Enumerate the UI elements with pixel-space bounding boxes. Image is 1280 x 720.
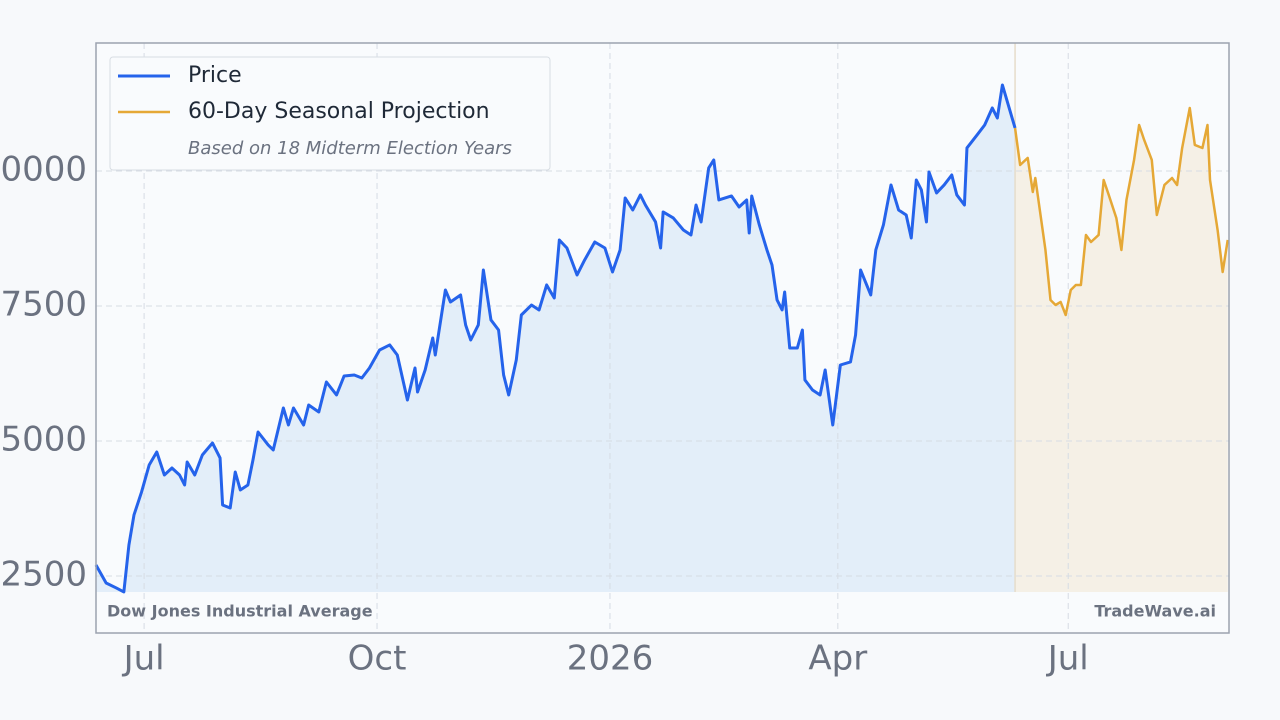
y-tick-label: 42500 — [0, 554, 87, 594]
footer-right: TradeWave.ai — [1094, 602, 1216, 621]
x-tick-label: Jul — [1046, 639, 1089, 679]
legend-label: Price — [188, 63, 242, 88]
y-tick-label: 45000 — [0, 419, 87, 459]
area-fill — [1015, 107, 1228, 592]
legend: Based on 18 Midterm Election Years Price… — [109, 56, 551, 171]
legend-box — [109, 56, 551, 171]
y-tick-label: 47500 — [0, 284, 87, 324]
plot-frame — [95, 42, 1230, 634]
x-tick-label: Apr — [808, 639, 867, 679]
marks — [94, 43, 1229, 633]
legend-note: Based on 18 Midterm Election Years — [188, 138, 512, 159]
area-fill — [96, 84, 1016, 592]
series-line — [94, 83, 1017, 594]
footer-left: Dow Jones Industrial Average — [107, 602, 373, 621]
x-tick-label: Jul — [122, 639, 165, 679]
series-line — [1013, 106, 1229, 317]
x-tick-label: 2026 — [567, 639, 654, 679]
x-tick-label: Oct — [348, 639, 407, 679]
legend-label: 60-Day Seasonal Projection — [188, 99, 490, 124]
